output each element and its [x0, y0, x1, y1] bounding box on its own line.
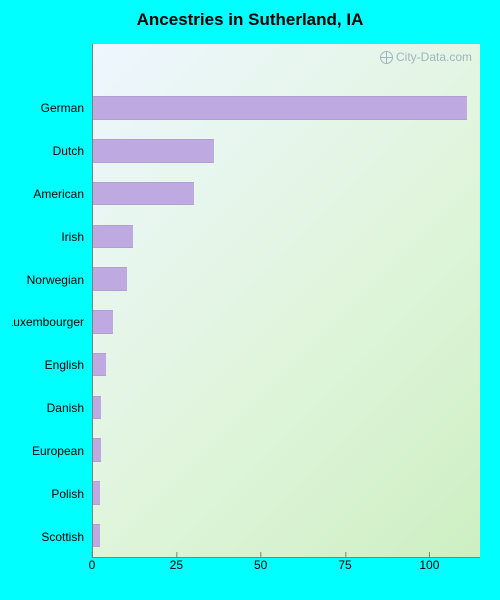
y-axis-label: Dutch [12, 130, 88, 173]
y-axis-label: European [12, 429, 88, 472]
y-axis-label: English [12, 344, 88, 387]
x-axis: 0 25 50 75 100 [92, 558, 480, 588]
bar-slot [93, 386, 480, 429]
bar [93, 139, 214, 163]
y-axis-label: Danish [12, 387, 88, 430]
bar [93, 481, 100, 505]
bar-slot [93, 301, 480, 344]
bar-slot [93, 130, 480, 173]
bar [93, 182, 194, 206]
y-axis-label: Norwegian [12, 258, 88, 301]
bar-slot [93, 472, 480, 515]
bar [93, 267, 127, 291]
bar [93, 438, 101, 462]
y-axis-label: Scottish [12, 515, 88, 558]
x-axis-tick: 100 [419, 558, 439, 572]
y-axis-label: American [12, 172, 88, 215]
y-axis-label: Irish [12, 215, 88, 258]
bar [93, 353, 106, 377]
chart-container: Ancestries in Sutherland, IA GermanDutch… [0, 0, 500, 600]
bars-layer [93, 44, 480, 557]
bar-slot [93, 514, 480, 557]
y-axis-label: Luxembourger [12, 301, 88, 344]
x-axis-tick: 0 [89, 558, 96, 572]
y-axis-label [12, 44, 88, 87]
bar [93, 524, 100, 548]
bar-slot [93, 215, 480, 258]
bar [93, 396, 101, 420]
chart-wrap: GermanDutchAmericanIrishNorwegianLuxembo… [12, 36, 488, 588]
y-axis-labels: GermanDutchAmericanIrishNorwegianLuxembo… [12, 44, 88, 558]
x-axis-tick: 75 [338, 558, 351, 572]
bar-slot [93, 258, 480, 301]
bar [93, 310, 113, 334]
plot-area: City-Data.com [92, 44, 480, 558]
bar-slot [93, 429, 480, 472]
chart-title: Ancestries in Sutherland, IA [0, 0, 500, 36]
x-axis-tick: 50 [254, 558, 267, 572]
y-axis-label: German [12, 87, 88, 130]
bar-slot [93, 343, 480, 386]
bar [93, 225, 133, 249]
bar-slot [93, 87, 480, 130]
bar-slot [93, 44, 480, 87]
y-axis-label: Polish [12, 472, 88, 515]
bar-slot [93, 172, 480, 215]
bar [93, 96, 467, 120]
x-axis-tick: 25 [170, 558, 183, 572]
